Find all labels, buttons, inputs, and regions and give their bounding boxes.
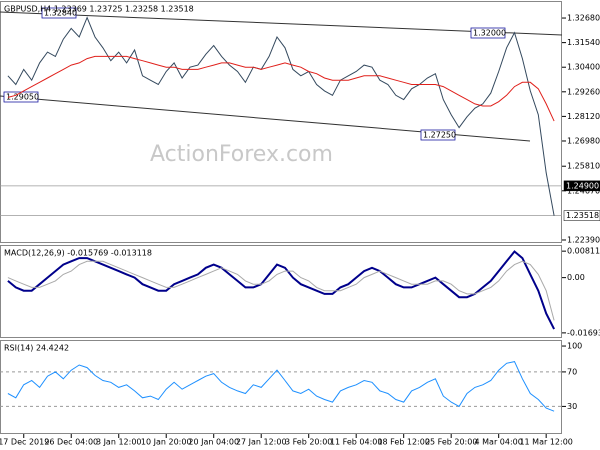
y-tick-label: 0.00 (567, 273, 585, 282)
panel-title: RSI(14) 24.4242 (4, 344, 69, 353)
x-tick-label: 25 Feb 20:00 (425, 438, 477, 447)
x-tick-label: 27 Jan 12:00 (236, 438, 287, 447)
level-box (563, 180, 600, 192)
y-tick-label: 70 (567, 367, 577, 376)
y-tick-label: 1.30400 (567, 63, 600, 72)
x-tick-label: 11 Mar 12:00 (519, 438, 572, 447)
x-tick-label: 18 Feb 12:00 (377, 438, 429, 447)
y-tick-label: 1.26980 (567, 136, 600, 145)
series-line (7, 260, 555, 321)
panel-frame (0, 245, 562, 338)
x-tick-label: 20 Jan 04:00 (188, 438, 239, 447)
y-tick-label: 1.31540 (567, 38, 600, 47)
series-line (7, 361, 555, 412)
series-line (7, 16, 555, 216)
y-tick-label: -0.016931 (567, 328, 600, 337)
x-tick-label: 17 Dec 2019 (0, 438, 49, 447)
annotation-box (41, 7, 77, 19)
x-tick-label: 4 Mar 04:00 (475, 438, 523, 447)
annotation: 1.29050 (6, 93, 39, 102)
y-tick-label: 30 (567, 402, 577, 411)
panel-frame (0, 340, 562, 434)
level-box (563, 210, 600, 221)
annotation-box (420, 129, 456, 141)
y-tick-label: 100 (567, 342, 582, 351)
x-tick-label: 3 Jan 12:00 (96, 438, 142, 447)
y-tick-label: 1.29260 (567, 87, 600, 96)
series-line (7, 55, 555, 122)
annotation: 1.32000 (473, 29, 506, 38)
x-tick-label: 3 Feb 20:00 (285, 438, 332, 447)
y-tick-label: 0.008115 (567, 247, 600, 256)
x-tick-label: 26 Dec 04:00 (44, 438, 98, 447)
y-tick-label: 1.32680 (567, 14, 600, 23)
level-label: 1.23518 (566, 211, 599, 220)
trend-line (0, 11, 563, 36)
series-line (7, 250, 555, 330)
y-tick-label: 1.25810 (567, 162, 600, 171)
x-tick-label: 10 Jan 20:00 (141, 438, 192, 447)
annotation-box (470, 27, 506, 39)
level-label: 1.24900 (566, 181, 599, 190)
y-tick-label: 1.22390 (567, 235, 600, 244)
y-tick-label: 1.28120 (567, 112, 600, 121)
panel-title: MACD(12,26,9) -0.015769 -0.013118 (4, 249, 152, 258)
panel-frame (0, 1, 562, 243)
watermark: ActionForex.com (150, 142, 333, 167)
x-tick-label: 11 Feb 04:00 (330, 438, 382, 447)
panel-title: GBPUSD,H4 1.23369 1.23725 1.23258 1.2351… (4, 5, 194, 14)
annotation: 1.32840 (44, 9, 77, 18)
annotation: 1.27250 (423, 131, 456, 140)
